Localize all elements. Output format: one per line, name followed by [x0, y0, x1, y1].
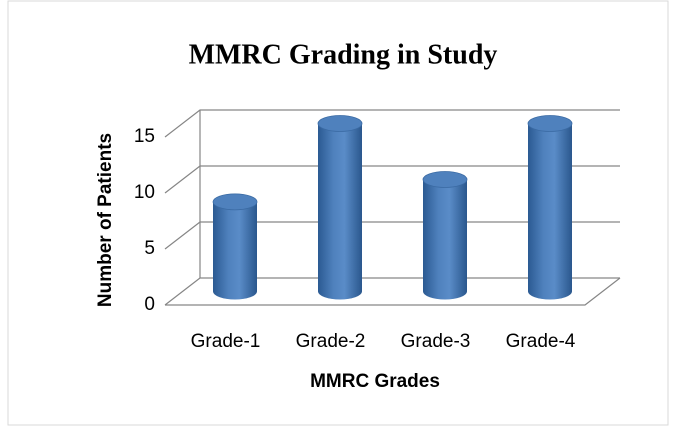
- chart-title: MMRC Grading in Study: [189, 39, 498, 70]
- bar-top: [212, 193, 258, 211]
- y-tick-label: 0: [144, 294, 155, 315]
- bar-top: [422, 171, 468, 188]
- grid-line: [164, 221, 620, 250]
- floor: [165, 277, 621, 306]
- grid-line: [164, 165, 620, 194]
- x-tick-label: Grade-3: [401, 331, 471, 352]
- frame: [7, 0, 669, 426]
- bar: [423, 179, 467, 300]
- bar: [528, 123, 572, 300]
- x-axis-label: MMRC Grades: [310, 371, 440, 392]
- bar: [318, 123, 362, 300]
- x-tick-label: Grade-2: [296, 331, 366, 352]
- y-tick-label: 5: [144, 238, 155, 259]
- bar-top: [317, 115, 363, 132]
- bar: [213, 201, 257, 300]
- x-tick-label: Grade-4: [506, 331, 576, 352]
- x-tick-label: Grade-1: [191, 331, 261, 352]
- bar-top: [527, 115, 573, 132]
- grid-line: [164, 277, 620, 306]
- y-tick-label: 15: [134, 126, 155, 147]
- grid-line: [164, 109, 620, 138]
- y-axis-label: Number of Patients: [95, 133, 116, 307]
- y-tick-label: 10: [134, 182, 155, 203]
